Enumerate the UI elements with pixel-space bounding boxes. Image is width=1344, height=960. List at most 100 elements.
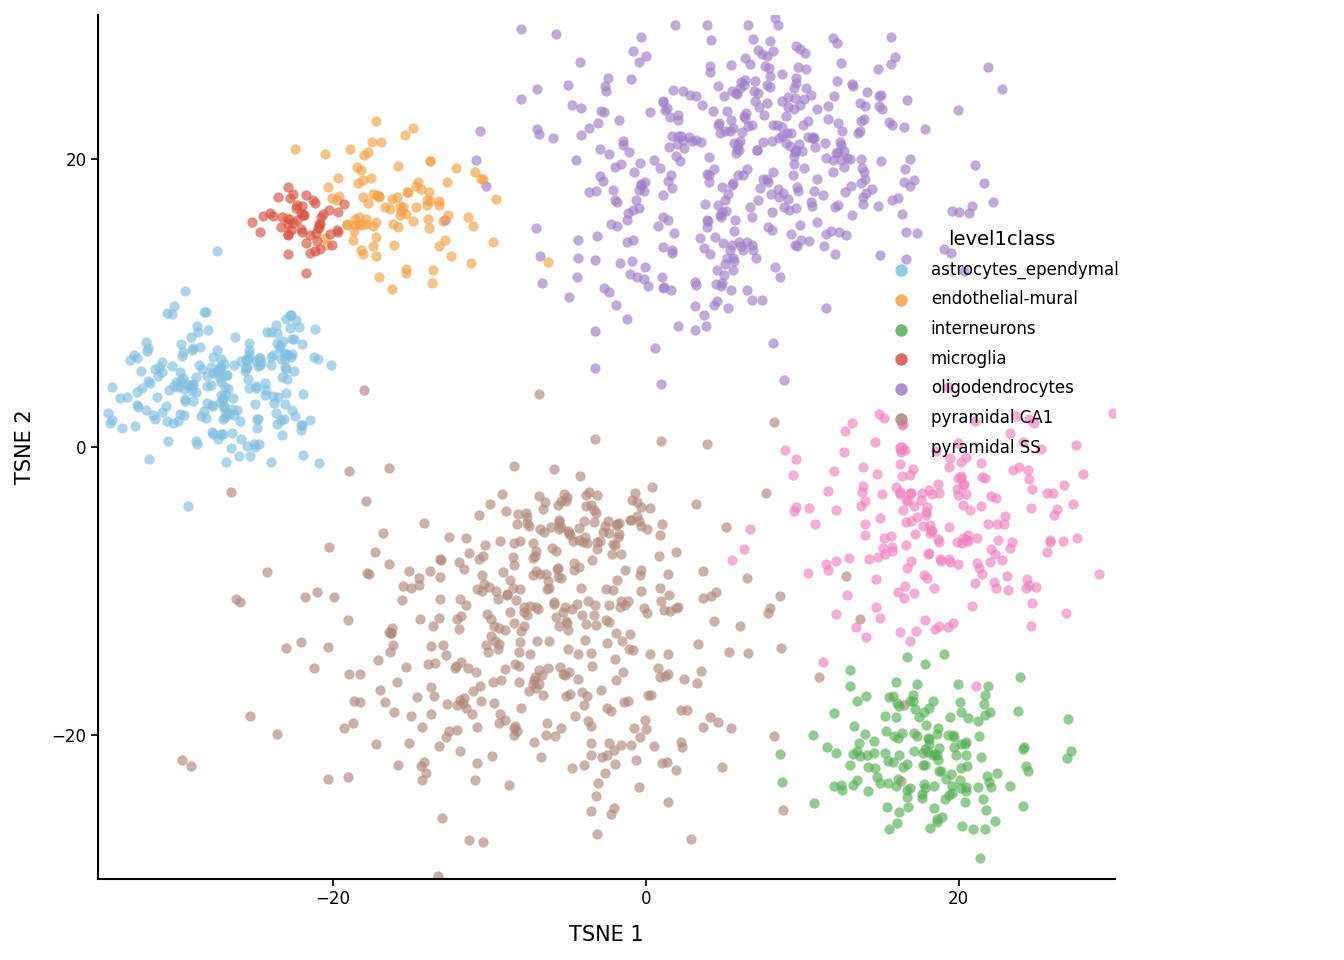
interneurons [892,759,914,775]
oligodendrocytes [652,95,673,110]
pyramidal CA1 [548,660,570,675]
pyramidal CA1 [558,664,579,680]
pyramidal SS [855,629,876,644]
astrocytes_ependymal [172,371,194,386]
oligodendrocytes [907,226,929,241]
oligodendrocytes [786,180,808,195]
pyramidal CA1 [257,564,278,579]
astrocytes_ependymal [148,359,169,374]
pyramidal CA1 [591,749,613,764]
oligodendrocytes [851,175,872,190]
endothelial-mural [352,190,374,205]
oligodendrocytes [793,91,814,107]
oligodendrocytes [737,161,758,177]
pyramidal SS [739,521,761,537]
pyramidal SS [887,584,909,599]
microglia [306,233,328,249]
pyramidal CA1 [508,645,530,660]
endothelial-mural [344,211,366,227]
pyramidal SS [1047,501,1068,516]
pyramidal SS [872,540,894,555]
microglia [293,207,314,223]
oligodendrocytes [762,164,784,180]
pyramidal SS [929,552,950,567]
pyramidal SS [985,491,1007,506]
pyramidal SS [938,619,960,635]
astrocytes_ependymal [195,304,216,320]
astrocytes_ependymal [309,455,331,470]
interneurons [882,755,903,770]
oligodendrocytes [784,156,805,172]
pyramidal CA1 [571,607,593,622]
oligodendrocytes [771,129,793,144]
pyramidal CA1 [380,625,402,640]
astrocytes_ependymal [237,359,258,374]
astrocytes_ependymal [259,349,281,365]
pyramidal CA1 [504,718,526,733]
pyramidal CA1 [605,517,626,533]
oligodendrocytes [762,222,784,237]
pyramidal CA1 [671,703,692,718]
interneurons [950,705,972,720]
oligodendrocytes [716,104,738,119]
pyramidal CA1 [544,609,566,624]
interneurons [923,800,945,815]
oligodendrocytes [794,61,816,77]
oligodendrocytes [727,168,749,183]
pyramidal CA1 [653,603,675,618]
oligodendrocytes [685,277,707,293]
oligodendrocytes [715,124,737,139]
pyramidal CA1 [657,666,679,682]
oligodendrocytes [840,179,862,194]
oligodendrocytes [832,123,853,138]
endothelial-mural [352,172,374,187]
astrocytes_ependymal [266,325,288,341]
oligodendrocytes [613,133,634,149]
astrocytes_ependymal [196,369,218,384]
endothelial-mural [347,176,368,191]
astrocytes_ependymal [282,363,304,378]
pyramidal CA1 [650,756,672,771]
pyramidal SS [913,567,934,583]
astrocytes_ependymal [276,361,297,376]
oligodendrocytes [777,90,798,106]
pyramidal CA1 [450,743,472,758]
pyramidal CA1 [476,637,497,653]
pyramidal CA1 [769,588,790,604]
pyramidal SS [1208,438,1230,453]
pyramidal SS [915,499,937,515]
oligodendrocytes [699,64,720,80]
interneurons [1016,758,1038,774]
interneurons [950,773,972,788]
interneurons [913,745,934,760]
endothelial-mural [344,217,366,232]
oligodendrocytes [870,248,891,263]
interneurons [905,702,926,717]
pyramidal CA1 [622,720,644,735]
pyramidal SS [972,565,993,581]
oligodendrocytes [590,142,612,157]
oligodendrocytes [652,209,673,225]
pyramidal CA1 [477,644,499,660]
pyramidal CA1 [449,693,470,708]
pyramidal CA1 [700,588,722,604]
astrocytes_ependymal [171,336,192,351]
pyramidal SS [939,450,961,466]
pyramidal CA1 [395,660,417,675]
oligodendrocytes [784,81,805,96]
pyramidal CA1 [239,708,261,724]
oligodendrocytes [585,360,606,375]
pyramidal SS [817,484,839,499]
pyramidal CA1 [581,659,602,674]
oligodendrocytes [728,142,750,157]
oligodendrocytes [798,233,820,249]
interneurons [843,777,864,792]
interneurons [919,820,941,835]
pyramidal CA1 [398,564,419,579]
oligodendrocytes [720,84,742,99]
pyramidal CA1 [519,598,540,613]
astrocytes_ependymal [246,381,267,396]
oligodendrocytes [737,118,758,133]
oligodendrocytes [578,184,599,200]
oligodendrocytes [542,131,563,146]
